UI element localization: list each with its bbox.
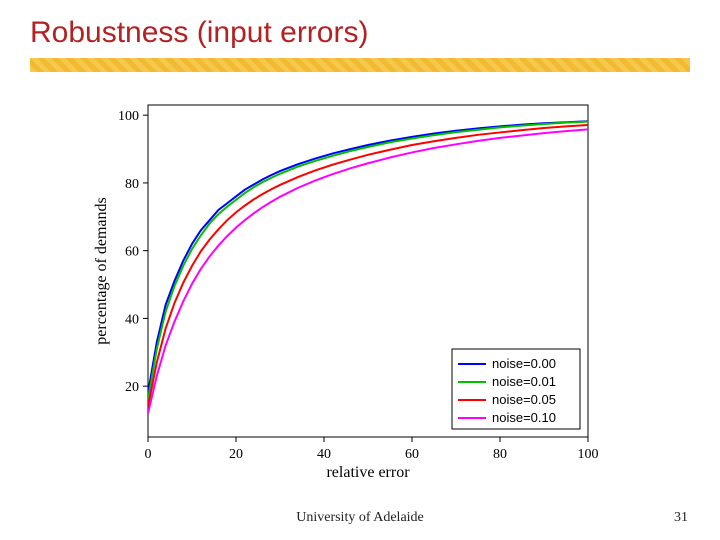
chart-svg: 0 20 40 60 80 100 20 40 60 80 100 relative error per… [90, 95, 600, 485]
legend-label: noise=0.00 [492, 356, 556, 371]
y-tick-label: 20 [125, 380, 139, 395]
page-number: 31 [674, 510, 688, 526]
y-axis-label: percentage of demands [93, 197, 110, 344]
legend-label: noise=0.01 [492, 374, 556, 389]
y-tick-label: 60 [125, 245, 139, 260]
y-tick-label: 80 [125, 177, 139, 192]
footer-center: University of Adelaide [0, 510, 720, 526]
slide-title: Robustness (input errors) [30, 16, 368, 50]
y-tick-label: 40 [125, 312, 139, 327]
x-tick-label: 80 [493, 447, 507, 462]
legend-label: noise=0.05 [492, 392, 556, 407]
legend-label: noise=0.10 [492, 410, 556, 425]
x-tick-label: 20 [229, 447, 243, 462]
x-tick-label: 40 [317, 447, 331, 462]
x-tick-label: 60 [405, 447, 419, 462]
x-axis-label: relative error [326, 464, 410, 481]
y-tick-label: 100 [118, 109, 139, 124]
x-tick-label: 0 [145, 447, 152, 462]
x-tick-label: 100 [578, 447, 599, 462]
title-underline [30, 58, 690, 72]
robustness-chart: 0 20 40 60 80 100 20 40 60 80 100 relative error per… [90, 95, 600, 485]
